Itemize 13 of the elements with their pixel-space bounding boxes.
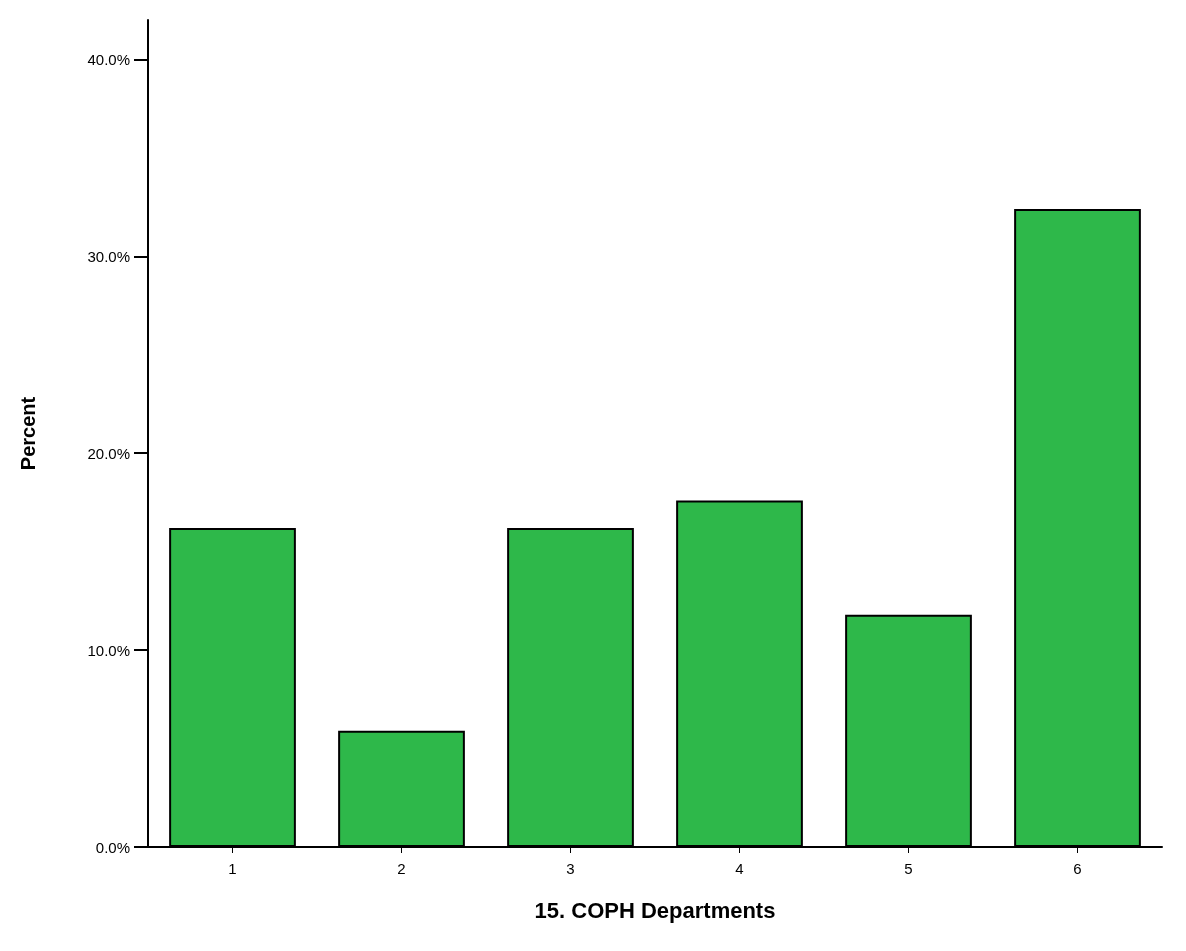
y-tick-label: 40.0% bbox=[87, 50, 130, 68]
x-tick-label: 3 bbox=[566, 860, 575, 877]
y-tick-label: 30.0% bbox=[87, 247, 130, 265]
x-tick-label: 5 bbox=[904, 860, 913, 877]
x-tick-label: 4 bbox=[735, 860, 744, 877]
y-tick-label: 10.0% bbox=[87, 641, 130, 659]
y-axis-title: Percent bbox=[17, 396, 39, 471]
x-axis-title: 15. COPH Departments bbox=[534, 897, 776, 923]
y-tick-label: 20.0% bbox=[87, 444, 130, 462]
x-tick-label: 2 bbox=[397, 860, 406, 877]
x-tick-label: 1 bbox=[228, 860, 237, 877]
y-tick-label: 0.0% bbox=[95, 838, 130, 856]
x-tick-label: 6 bbox=[1073, 860, 1082, 877]
